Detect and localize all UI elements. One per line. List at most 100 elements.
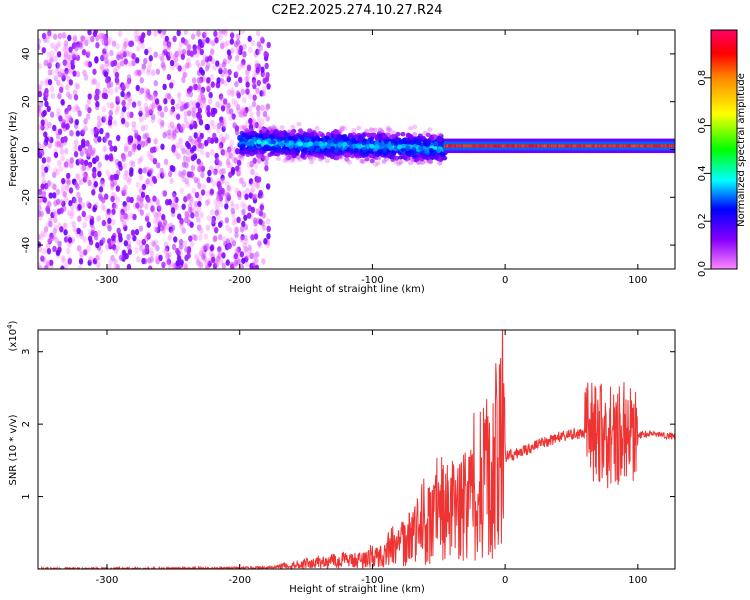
heat-cell bbox=[115, 263, 120, 269]
heat-cell bbox=[229, 32, 235, 39]
heat-cell bbox=[225, 224, 230, 231]
heat-cell bbox=[238, 153, 244, 159]
heat-cell bbox=[127, 150, 133, 158]
heat-cell bbox=[75, 172, 80, 180]
heat-cell bbox=[175, 103, 180, 110]
heat-cell bbox=[160, 55, 165, 63]
heat-cell bbox=[159, 172, 165, 179]
heat-cell bbox=[131, 59, 136, 67]
heat-cell bbox=[242, 50, 247, 58]
heat-cell bbox=[58, 115, 63, 122]
heat-cell bbox=[110, 180, 115, 188]
heat-cell bbox=[373, 162, 379, 168]
heat-cell bbox=[86, 153, 91, 160]
heat-cell bbox=[89, 149, 94, 156]
heat-cell bbox=[275, 148, 281, 154]
heat-cell bbox=[115, 196, 120, 204]
heat-cell bbox=[241, 124, 247, 130]
heat-cell bbox=[225, 104, 230, 111]
heat-cell bbox=[180, 53, 186, 60]
heat-cell bbox=[137, 158, 142, 165]
heat-cell bbox=[136, 45, 141, 52]
heat-cell bbox=[139, 87, 145, 94]
heat-cell bbox=[255, 30, 261, 37]
heat-cell bbox=[104, 154, 110, 161]
heat-cell bbox=[188, 235, 193, 242]
heat-cell bbox=[83, 60, 88, 67]
heat-cell bbox=[193, 132, 198, 139]
snr-ticks: -300 -200 -100 0 100 1 2 3 bbox=[21, 330, 675, 586]
heat-cell bbox=[161, 30, 167, 36]
heat-cell bbox=[427, 159, 433, 165]
heat-cell bbox=[422, 139, 428, 145]
heat-cell bbox=[139, 155, 144, 163]
heat-cell bbox=[132, 234, 137, 242]
x-tick-label: -200 bbox=[228, 575, 251, 586]
heat-cell bbox=[237, 193, 242, 201]
heat-cell bbox=[139, 77, 144, 84]
heat-cell bbox=[92, 78, 98, 85]
heat-cell bbox=[99, 63, 104, 71]
heat-cell bbox=[46, 51, 51, 58]
heat-cell bbox=[226, 49, 232, 56]
heat-cell bbox=[199, 227, 204, 235]
heat-cell bbox=[418, 145, 424, 151]
heat-cell bbox=[300, 153, 306, 158]
heat-cell bbox=[231, 113, 236, 120]
heat-cell bbox=[102, 136, 107, 143]
colorbar-label: Normalized spectral amplitude bbox=[736, 73, 747, 227]
heat-cell bbox=[153, 211, 158, 218]
heat-cell bbox=[154, 255, 159, 263]
heat-cell bbox=[245, 74, 251, 82]
colorbar-ticks: 0.0 0.2 0.4 0.6 0.8 bbox=[697, 70, 711, 277]
heat-cell bbox=[104, 57, 109, 64]
heat-cell bbox=[166, 43, 172, 51]
heat-cell bbox=[153, 217, 158, 224]
heat-cell bbox=[122, 220, 127, 227]
heat-cell bbox=[214, 152, 219, 160]
heat-cell bbox=[207, 136, 212, 144]
heat-cell bbox=[75, 54, 81, 62]
heat-cell bbox=[245, 81, 250, 88]
heat-cell bbox=[226, 153, 231, 161]
heat-cell bbox=[261, 155, 267, 161]
heat-cell bbox=[175, 153, 181, 160]
heat-cell bbox=[386, 153, 392, 159]
heat-cell bbox=[296, 121, 302, 127]
heat-cell bbox=[113, 247, 119, 254]
heat-cell bbox=[247, 244, 252, 251]
heat-cell bbox=[70, 59, 75, 66]
heat-cell bbox=[105, 77, 110, 84]
heat-cell bbox=[252, 217, 258, 224]
heat-cell bbox=[95, 100, 100, 108]
heat-cell bbox=[175, 247, 180, 255]
heat-cell bbox=[437, 132, 443, 137]
heat-cell bbox=[211, 123, 217, 130]
heat-cell bbox=[369, 127, 375, 132]
heat-cell bbox=[189, 221, 194, 228]
heat-cell bbox=[233, 157, 238, 164]
heat-cell bbox=[47, 142, 52, 149]
heat-cell bbox=[176, 92, 182, 99]
heat-cell bbox=[47, 30, 52, 37]
heat-cell bbox=[55, 168, 60, 176]
heat-cell bbox=[82, 236, 87, 243]
heat-cell bbox=[157, 109, 162, 116]
heat-cell bbox=[261, 128, 267, 133]
heat-cell bbox=[93, 230, 98, 238]
heat-cell bbox=[230, 200, 235, 207]
heat-cell bbox=[412, 132, 418, 137]
heat-cell bbox=[177, 65, 182, 72]
heat-cell bbox=[220, 30, 226, 36]
heat-cell bbox=[182, 262, 188, 269]
heat-cell bbox=[126, 79, 131, 86]
heat-cell bbox=[148, 55, 153, 62]
heat-cell bbox=[150, 204, 155, 212]
heat-cell bbox=[157, 211, 162, 218]
heat-cell bbox=[97, 32, 103, 40]
heat-cell bbox=[205, 37, 210, 44]
heat-cell bbox=[142, 113, 148, 120]
heat-cell bbox=[154, 226, 159, 234]
heat-cell bbox=[142, 167, 148, 174]
